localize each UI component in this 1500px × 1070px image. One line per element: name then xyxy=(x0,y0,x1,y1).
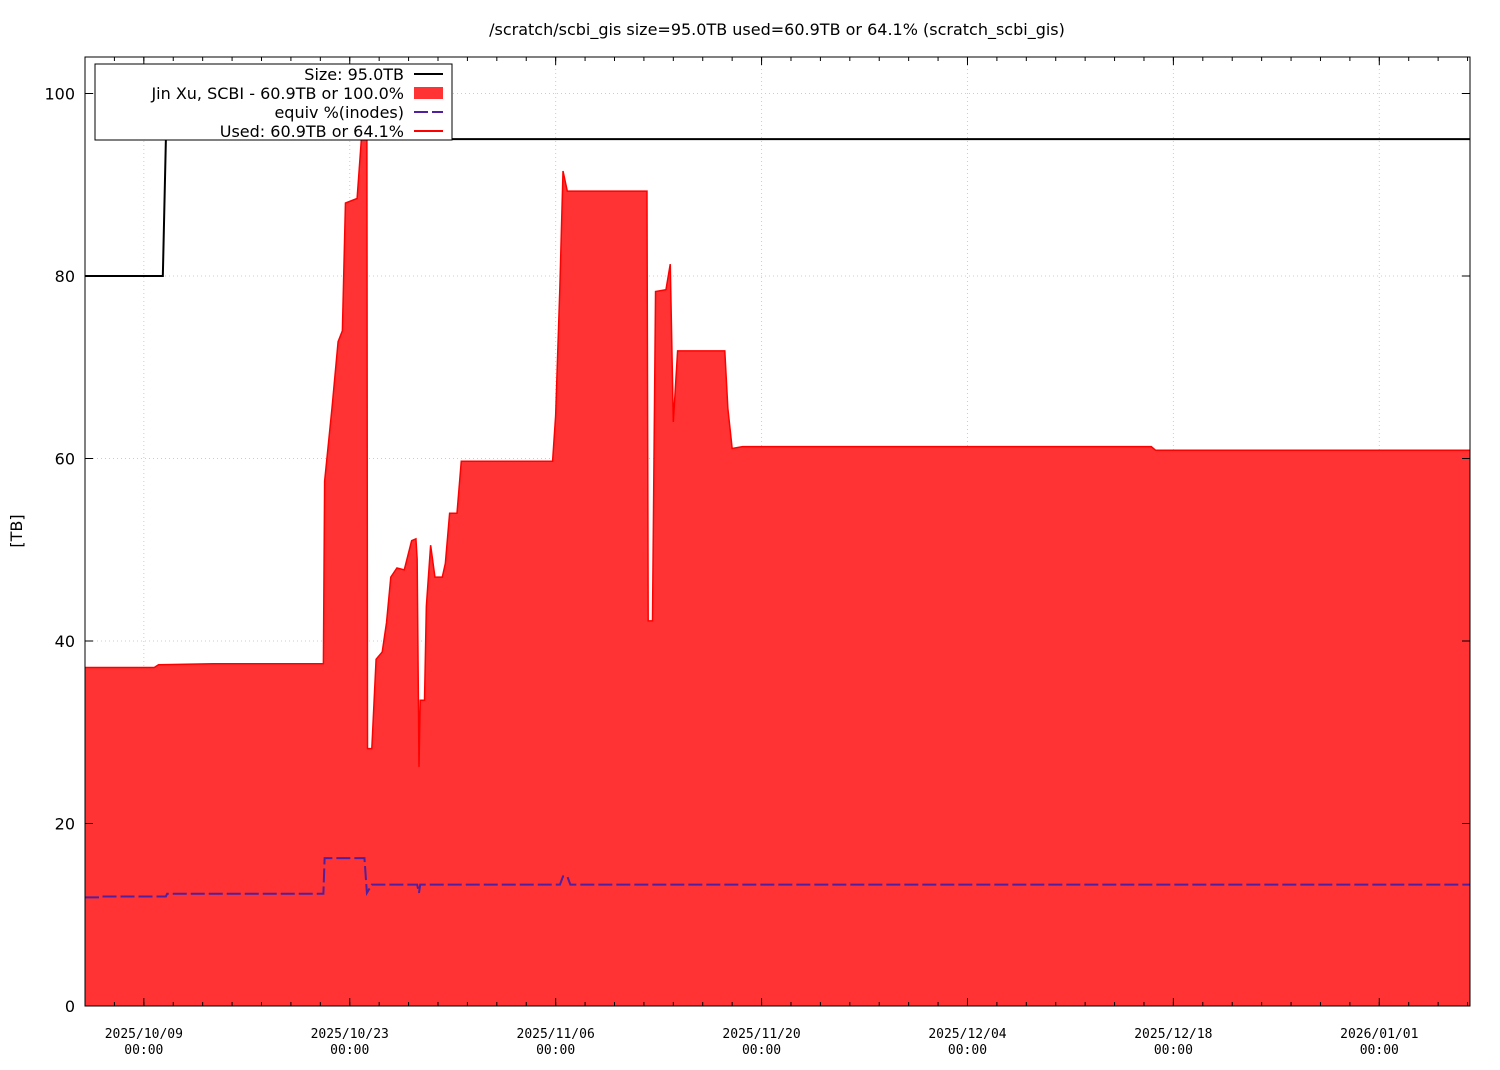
x-tick-label-date: 2025/10/09 xyxy=(105,1027,183,1042)
x-tick-label-date: 2025/11/06 xyxy=(517,1027,595,1042)
y-tick-label: 80 xyxy=(55,267,75,286)
x-tick-label-time: 00:00 xyxy=(742,1043,781,1058)
x-tick-label-time: 00:00 xyxy=(948,1043,987,1058)
y-tick-label: 100 xyxy=(44,85,75,104)
inodes-line xyxy=(85,857,1470,899)
y-tick-label: 60 xyxy=(55,450,75,469)
x-tick-label-date: 2026/01/01 xyxy=(1340,1027,1418,1042)
y-tick-label: 40 xyxy=(55,632,75,651)
y-axis-label: [TB] xyxy=(7,514,26,547)
x-tick-label-date: 2025/11/20 xyxy=(722,1027,800,1042)
usage-area xyxy=(85,139,1470,1006)
x-tick-label-time: 00:00 xyxy=(1154,1043,1193,1058)
x-tick-label-time: 00:00 xyxy=(536,1043,575,1058)
legend-box xyxy=(94,63,453,141)
line-layer xyxy=(85,138,1470,899)
x-tick-label-date: 2025/10/23 xyxy=(311,1027,389,1042)
x-tick-label-time: 00:00 xyxy=(330,1043,369,1058)
legend-label: Jin Xu, SCBI - 60.9TB or 100.0% xyxy=(150,84,404,103)
x-tick-label-time: 00:00 xyxy=(1360,1043,1399,1058)
legend-label: equiv %(inodes) xyxy=(274,103,404,122)
legend-label: Size: 95.0TB xyxy=(304,65,404,84)
area-layer xyxy=(85,139,1470,1006)
size-line xyxy=(85,138,1470,277)
chart-title: /scratch/scbi_gis size=95.0TB used=60.9T… xyxy=(489,20,1065,40)
legend-swatch xyxy=(414,87,443,99)
y-tick-label: 0 xyxy=(65,997,75,1016)
y-tick-label: 20 xyxy=(55,815,75,834)
x-tick-label-date: 2025/12/04 xyxy=(928,1027,1006,1042)
used-line xyxy=(85,138,1470,767)
x-tick-label-time: 00:00 xyxy=(124,1043,163,1058)
x-tick-label-date: 2025/12/18 xyxy=(1134,1027,1212,1042)
axis-layer: 0204060801002025/10/0900:002025/10/2300:… xyxy=(44,56,1471,1058)
legend-label: Used: 60.9TB or 64.1% xyxy=(220,122,404,141)
plot-border xyxy=(84,56,1471,1007)
